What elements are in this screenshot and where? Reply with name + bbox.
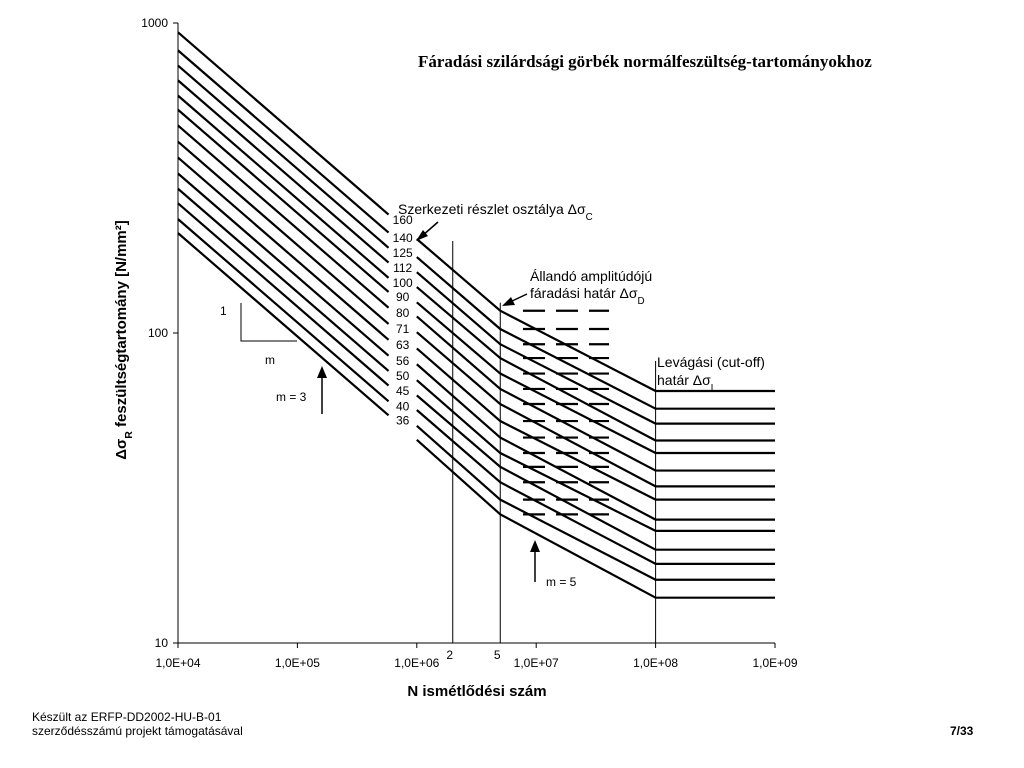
sn-curve-50-high (177, 187, 390, 372)
x-marker-label: 2 (446, 648, 453, 662)
sn-curve-71-high (177, 140, 390, 325)
x-tick-label: 1,0E+07 (514, 656, 559, 670)
cutoff-annotation: Levágási (cut-off) határ ΔσL (657, 354, 765, 394)
category-label-160: 160 (393, 213, 413, 227)
constant-amplitude-dashes (523, 309, 609, 516)
slope-5-annotation: m = 5 (530, 540, 577, 589)
x-tick-labels: 1,0E+04 1,0E+05 1,0E+06 1,0E+07 1,0E+08 1,0E+… (155, 656, 797, 670)
axis-ticks (173, 22, 776, 648)
category-label-112: 112 (393, 261, 412, 275)
sn-curve-40-low (416, 424, 775, 581)
x-marker-label: 5 (494, 648, 501, 662)
category-label-125: 125 (393, 246, 413, 260)
detail-class-label: Szerkezeti részlet osztálya ΔσC (398, 201, 593, 223)
detail-class-annotation: Szerkezeti részlet osztálya ΔσC (398, 201, 593, 241)
slope-3-annotation: m = 3 (276, 366, 327, 414)
category-label-45: 45 (396, 384, 410, 398)
sn-curve-112-high (177, 79, 390, 264)
sn-curve-80-high (177, 124, 390, 309)
series-lines (177, 31, 775, 599)
x-tick-label: 1,0E+06 (394, 656, 439, 670)
sn-curve-160-high (177, 31, 390, 216)
page-number: 7/33 (950, 724, 974, 738)
x-tick-label: 1,0E+05 (275, 656, 320, 670)
footer-line-1: Készült az ERFP-DD2002-HU-B-01 (32, 710, 222, 724)
sn-curve-71-low (416, 347, 775, 501)
y-tick-labels: 10 100 1000 (141, 16, 168, 650)
sn-curve-100-low (416, 301, 775, 455)
category-label-50: 50 (396, 369, 410, 383)
sn-curve-56-high (177, 172, 390, 357)
y-tick-label: 100 (148, 326, 168, 340)
sn-curve-125-high (177, 64, 390, 249)
category-label-56: 56 (396, 354, 410, 368)
footer-line-2: szerződésszámú projekt támogatásával (32, 724, 243, 738)
y-axis-label-text: ΔσR feszültségtartomány [N/mm²] (113, 220, 135, 460)
sn-curve-140-low (416, 256, 775, 410)
triangle-rise-label: 1 (220, 304, 227, 318)
x-tick-label: 1,0E+04 (155, 656, 200, 670)
x-axis-label: N ismétlődési szám (407, 683, 546, 700)
sn-curve-140-high (177, 49, 390, 234)
y-tick-label: 1000 (141, 16, 168, 30)
category-label-80: 80 (396, 306, 410, 320)
const-amp-label-2: fáradási határ ΔσD (530, 285, 645, 307)
sn-curve-40-high (177, 218, 390, 403)
category-label-71: 71 (396, 322, 410, 336)
y-axis-label: ΔσR feszültségtartomány [N/mm²] (113, 220, 135, 460)
detail-class-arrowhead (416, 230, 428, 241)
y-tick-label: 10 (155, 636, 169, 650)
sn-curve-63-high (177, 156, 390, 341)
sn-curve-50-low (416, 394, 775, 551)
sn-curve-80-low (416, 331, 775, 488)
constant-amplitude-annotation: Állandó amplitúdójú fáradási határ ΔσD (502, 268, 652, 307)
sn-curve-45-low (416, 409, 775, 565)
chart-title: Fáradási szilárdsági görbék normálfeszül… (418, 52, 872, 71)
triangle-run-label: m (265, 353, 275, 367)
sn-curve-125-low (416, 271, 775, 425)
const-amp-arrowhead (502, 297, 515, 306)
category-label-63: 63 (396, 338, 410, 352)
x-tick-label: 1,0E+09 (752, 656, 797, 670)
sn-curve-45-high (177, 202, 390, 387)
sn-curve-36-low (416, 438, 775, 599)
slope-5-arrowhead (530, 540, 540, 552)
category-label-100: 100 (393, 276, 413, 290)
footer-credit: Készült az ERFP-DD2002-HU-B-01 szerződés… (32, 710, 243, 738)
sn-curve-36-high (177, 232, 390, 417)
sn-curve-63-low (416, 363, 775, 521)
slope-3-arrowhead (317, 366, 327, 378)
slope-triangle: 1 m (220, 303, 297, 367)
slope-3-label: m = 3 (276, 390, 307, 404)
category-label-90: 90 (396, 290, 410, 304)
category-label-36: 36 (396, 414, 410, 428)
sn-curve-112-low (416, 286, 775, 442)
sn-curve-90-high (177, 108, 390, 293)
slope-triangle-legs (240, 303, 297, 342)
category-label-140: 140 (393, 231, 413, 245)
const-amp-label-1: Állandó amplitúdójú (530, 268, 652, 284)
slope-5-label: m = 5 (546, 575, 577, 589)
cutoff-label-2: határ ΔσL (657, 372, 717, 394)
sn-curve-100-high (177, 94, 390, 279)
sn-curve-90-low (416, 315, 775, 472)
cutoff-label-1: Levágási (cut-off) (657, 354, 765, 370)
x-tick-label: 1,0E+08 (633, 656, 678, 670)
category-label-40: 40 (396, 400, 410, 414)
sn-curve-160-low (416, 238, 775, 393)
sn-curve-56-low (416, 379, 775, 532)
